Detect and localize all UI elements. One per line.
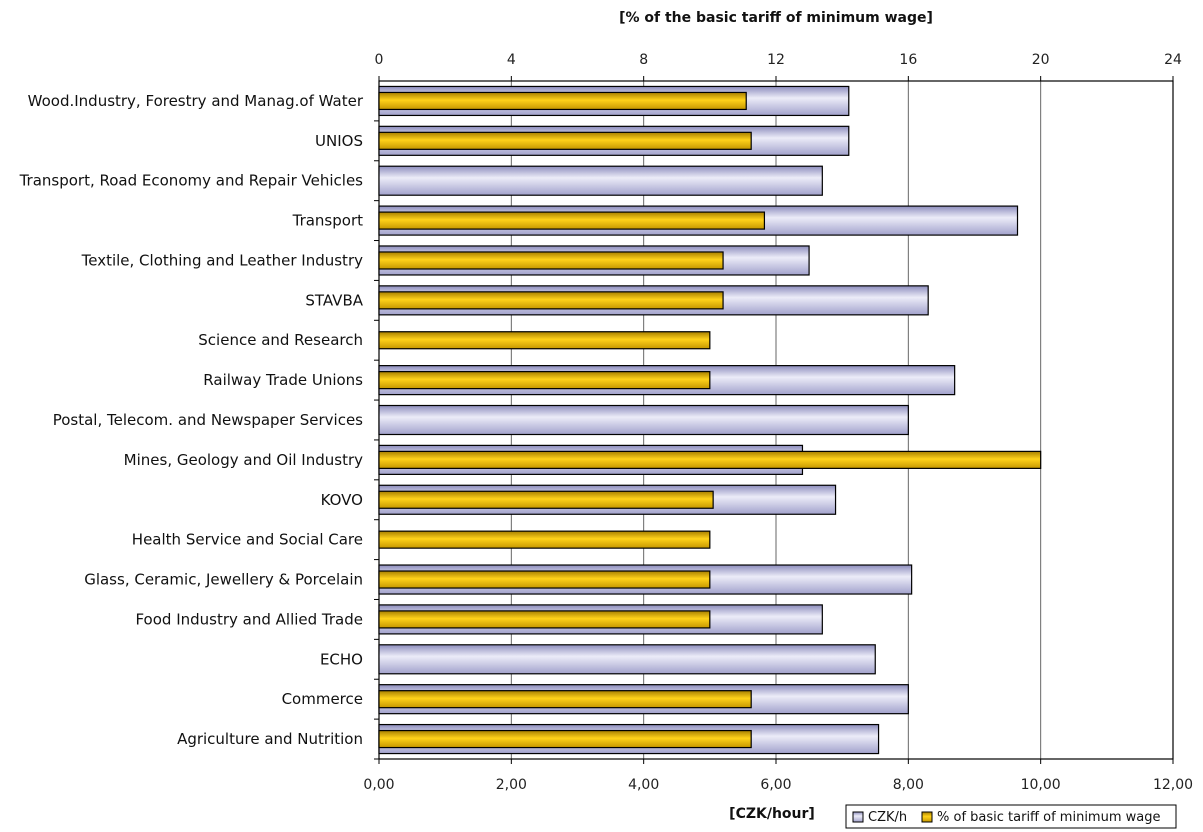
bottom-tick-label: 10,00 [1021,777,1061,793]
category-label: Glass, Ceramic, Jewellery & Porcelain [84,571,363,589]
bottom-tick-label: 0,00 [363,777,394,793]
category-label: STAVBA [305,291,363,309]
top-tick-label: 8 [639,52,648,68]
legend: CZK/h % of basic tariff of minimum wage [845,804,1177,829]
category-label: Science and Research [198,331,363,349]
top-tick-label: 0 [375,52,384,68]
bar-czk-per-hour [378,644,876,675]
category-label: UNIOS [315,132,363,150]
bar-percent-minimum-wage [378,371,711,390]
bottom-tick-label: 6,00 [760,777,791,793]
category-label: ECHO [320,650,363,668]
category-label: Health Service and Social Care [132,531,363,549]
bottom-tick-label: 12,00 [1153,777,1193,793]
bars [378,85,1042,755]
category-label: Mines, Geology and Oil Industry [124,451,363,469]
category-labels: Wood.Industry, Forestry and Manag.of Wat… [19,92,379,760]
top-tick-label: 16 [899,52,917,68]
bar-percent-minimum-wage [378,131,752,150]
legend-label-percent: % of basic tariff of minimum wage [937,810,1160,825]
category-label: KOVO [321,491,363,509]
category-label: Food Industry and Allied Trade [135,610,363,628]
top-tick-label: 24 [1164,52,1182,68]
category-label: Railway Trade Unions [203,371,363,389]
bar-percent-minimum-wage [378,690,752,709]
category-label: Commerce [282,690,363,708]
top-axis-title: [% of the basic tariff of minimum wage] [619,10,933,26]
legend-swatch-percent [921,811,933,823]
legend-swatch-czk [852,811,864,823]
top-tick-label: 20 [1032,52,1050,68]
bottom-tick-label: 4,00 [628,777,659,793]
bar-czk-per-hour [378,404,909,436]
bar-czk-per-hour [378,564,913,595]
bottom-tick-label: 8,00 [893,777,924,793]
bar-czk-per-hour [378,165,823,196]
category-label: Postal, Telecom. and Newspaper Services [53,411,363,429]
bar-percent-minimum-wage [378,450,1042,469]
bar-percent-minimum-wage [378,91,747,111]
top-axis-ticks: 0 4 8 12 16 20 24 [375,52,1182,81]
legend-label-czk: CZK/h [868,810,907,825]
bar-percent-minimum-wage [378,490,714,509]
bar-percent-minimum-wage [378,211,766,230]
bar-percent-minimum-wage [378,331,711,350]
bar-percent-minimum-wage [378,291,724,310]
category-label: Textile, Clothing and Leather Industry [81,251,363,269]
top-tick-label: 12 [767,52,785,68]
bar-percent-minimum-wage [378,570,711,589]
category-label: Wood.Industry, Forestry and Manag.of Wat… [28,92,364,110]
bottom-tick-label: 2,00 [496,777,527,793]
category-label: Transport [292,212,364,230]
category-label: Agriculture and Nutrition [177,730,363,748]
bar-percent-minimum-wage [378,729,752,749]
bar-percent-minimum-wage [378,251,724,270]
category-label: Transport, Road Economy and Repair Vehic… [19,172,364,190]
top-tick-label: 4 [507,52,516,68]
bar-percent-minimum-wage [378,610,711,629]
bar-percent-minimum-wage [378,530,711,549]
bottom-axis-ticks: 0,00 2,00 4,00 6,00 8,00 10,00 12,00 [363,759,1193,793]
bottom-axis-title: [CZK/hour] [729,806,815,822]
